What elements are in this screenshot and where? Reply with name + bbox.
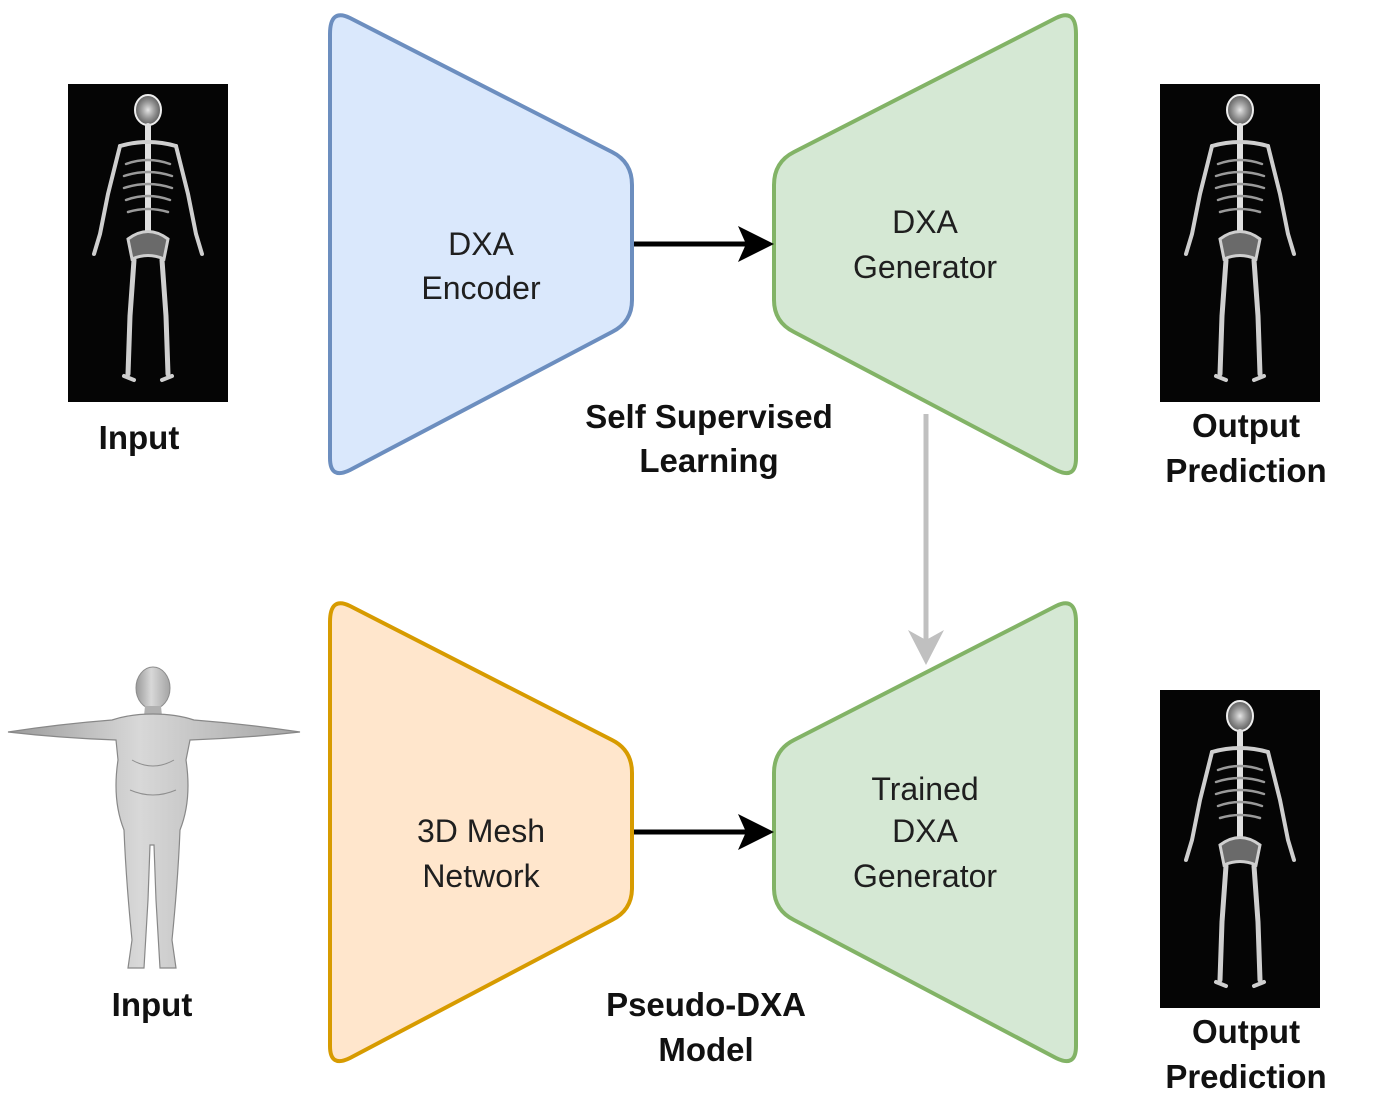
top-output-label-line2: Prediction xyxy=(1165,452,1326,489)
pseudo-dxa-caption-line1: Pseudo-DXA xyxy=(606,986,806,1023)
output-prediction-scan-image-bottom xyxy=(1160,690,1320,1008)
dxa-encoder-label-line2: Encoder xyxy=(421,270,541,306)
output-prediction-scan-image-top xyxy=(1160,84,1320,402)
bottom-output-label-line1: Output xyxy=(1192,1013,1300,1050)
weight-transfer-arrow xyxy=(908,414,944,665)
bottom-output-label-line2: Prediction xyxy=(1165,1058,1326,1095)
3d-mesh-network-block xyxy=(328,601,634,1063)
encoder-to-generator-arrow xyxy=(634,226,774,262)
input-dxa-scan-image xyxy=(68,84,228,402)
input-3d-body-mesh-image xyxy=(7,666,301,969)
self-supervised-caption-line2: Learning xyxy=(639,442,778,479)
mesh-to-generator-arrow xyxy=(634,814,774,850)
dxa-encoder-label-line1: DXA xyxy=(448,226,514,262)
dxa-generator-block xyxy=(772,13,1078,475)
bottom-input-label: Input xyxy=(112,986,193,1023)
trained-dxa-generator-block xyxy=(772,601,1078,1063)
dxa-generator-label-line1: DXA xyxy=(892,204,958,240)
trained-generator-label-line1: Trained xyxy=(871,771,978,807)
dxa-generator-label-line2: Generator xyxy=(853,249,997,285)
top-output-label-line1: Output xyxy=(1192,407,1300,444)
self-supervised-caption-line1: Self Supervised xyxy=(585,398,833,435)
dxa-encoder-block xyxy=(328,13,634,475)
top-input-label: Input xyxy=(99,419,180,456)
pseudo-dxa-caption-line2: Model xyxy=(658,1031,753,1068)
trained-generator-label-line2: DXA xyxy=(892,813,958,849)
trained-generator-label-line3: Generator xyxy=(853,858,997,894)
mesh-network-label-line1: 3D Mesh xyxy=(417,813,545,849)
mesh-network-label-line2: Network xyxy=(422,858,540,894)
